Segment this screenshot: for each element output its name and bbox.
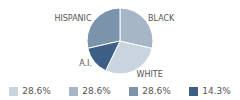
svg-text:HISPANIC: HISPANIC — [54, 14, 92, 23]
svg-text:BLACK: BLACK — [148, 14, 175, 23]
svg-text:A.I.: A.I. — [79, 59, 92, 68]
html-text:28.6%: 28.6% — [82, 86, 111, 96]
html-text:28.6%: 28.6% — [22, 86, 51, 96]
svg-text:WHITE: WHITE — [137, 70, 163, 79]
html-text:28.6%: 28.6% — [142, 86, 171, 96]
html-text:14.3%: 14.3% — [202, 86, 231, 96]
